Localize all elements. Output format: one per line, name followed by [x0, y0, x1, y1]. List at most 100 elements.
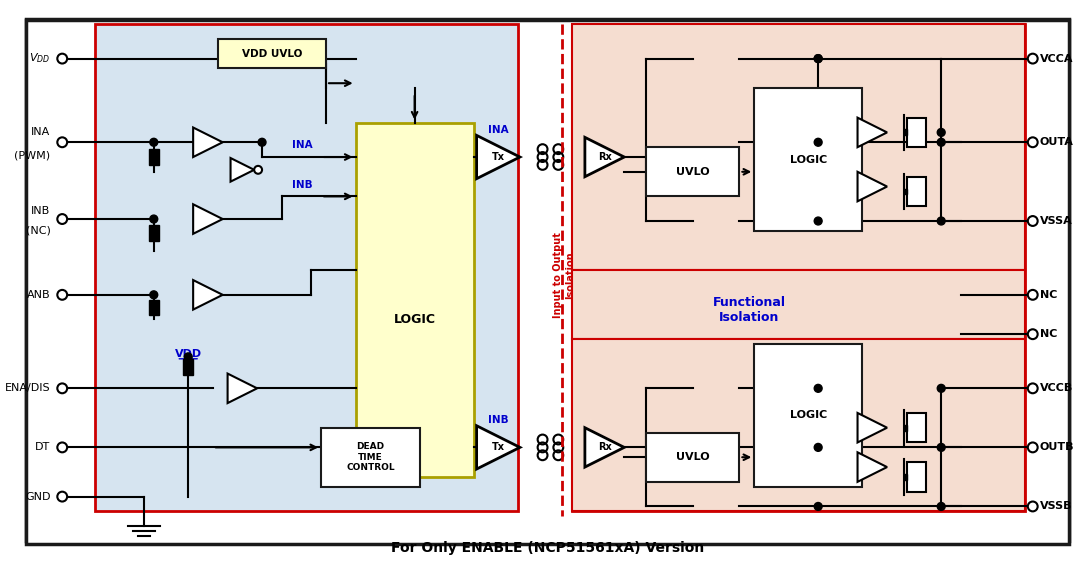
Bar [646, 433, 740, 482]
Text: VSSA: VSSA [1040, 216, 1072, 226]
Text: Tx: Tx [491, 152, 504, 162]
Circle shape [1028, 290, 1038, 300]
Circle shape [814, 385, 822, 392]
Circle shape [937, 503, 945, 511]
Text: Rx: Rx [597, 152, 611, 162]
Circle shape [150, 291, 158, 299]
Circle shape [937, 385, 945, 392]
Text: (NC): (NC) [26, 226, 51, 236]
Bar [184, 359, 193, 374]
Bar [149, 300, 159, 315]
Circle shape [57, 214, 67, 224]
Bar [907, 177, 927, 206]
Text: DEAD
TIME
CONTROL: DEAD TIME CONTROL [346, 442, 394, 472]
Bar [321, 428, 419, 487]
Text: OUTA: OUTA [1040, 137, 1074, 147]
Circle shape [1028, 383, 1038, 393]
Bar [754, 344, 863, 487]
Circle shape [814, 503, 822, 511]
Circle shape [1028, 442, 1038, 452]
Bar [355, 123, 474, 477]
Circle shape [937, 444, 945, 452]
Circle shape [937, 139, 945, 146]
Text: INA: INA [488, 126, 509, 135]
Text: Rx: Rx [597, 442, 611, 452]
Polygon shape [858, 172, 887, 201]
Text: LOGIC: LOGIC [789, 410, 827, 420]
Circle shape [937, 217, 945, 225]
Polygon shape [858, 413, 887, 442]
Bar [907, 118, 927, 147]
Text: VCCB: VCCB [1040, 383, 1072, 393]
Bar [754, 88, 863, 231]
Text: VDD: VDD [175, 349, 202, 359]
Circle shape [1028, 329, 1038, 339]
Circle shape [814, 55, 822, 62]
Circle shape [57, 290, 67, 300]
Circle shape [57, 442, 67, 452]
Polygon shape [585, 137, 624, 177]
Text: LOGIC: LOGIC [789, 155, 827, 165]
Bar [904, 425, 907, 431]
FancyBboxPatch shape [26, 19, 1069, 541]
Text: Input to Output
Isolation: Input to Output Isolation [553, 232, 575, 318]
Polygon shape [193, 204, 222, 234]
Text: $V_{DD}$: $V_{DD}$ [29, 52, 51, 65]
Bar [572, 24, 1025, 511]
Text: VCCA: VCCA [1040, 53, 1074, 64]
Bar [904, 474, 907, 480]
Bar [572, 339, 1025, 511]
Bar [95, 24, 518, 511]
Circle shape [1028, 502, 1038, 511]
Circle shape [150, 215, 158, 223]
Polygon shape [230, 158, 254, 182]
Circle shape [937, 128, 945, 136]
Polygon shape [476, 135, 519, 179]
Text: VDD UVLO: VDD UVLO [242, 49, 302, 59]
Polygon shape [858, 452, 887, 482]
Circle shape [814, 139, 822, 146]
Bar [218, 39, 326, 68]
Text: UVLO: UVLO [676, 167, 710, 177]
Text: NC: NC [1040, 290, 1057, 300]
Bar [149, 225, 159, 241]
Text: NC: NC [1040, 329, 1057, 339]
Text: ENA/DIS: ENA/DIS [4, 383, 51, 393]
Bar [907, 413, 927, 442]
Text: INB: INB [488, 415, 509, 425]
Bar [904, 130, 907, 135]
Bar [149, 149, 159, 165]
Bar [572, 270, 1025, 339]
Circle shape [57, 383, 67, 393]
Text: Tx: Tx [491, 442, 504, 452]
Text: INA: INA [292, 140, 312, 150]
Circle shape [814, 444, 822, 452]
Circle shape [57, 492, 67, 502]
Bar [907, 462, 927, 492]
Text: UVLO: UVLO [676, 452, 710, 462]
Polygon shape [193, 280, 222, 310]
Text: ANB: ANB [27, 290, 51, 300]
Text: (PWM): (PWM) [14, 150, 51, 160]
Polygon shape [193, 127, 222, 157]
Circle shape [185, 353, 192, 361]
Circle shape [254, 166, 262, 174]
Circle shape [258, 139, 266, 146]
Text: OUTB: OUTB [1040, 442, 1075, 452]
Text: GND: GND [25, 492, 51, 502]
Text: INB: INB [292, 179, 312, 190]
Circle shape [1028, 216, 1038, 226]
Circle shape [1028, 54, 1038, 64]
Bar [646, 147, 740, 197]
Bar [904, 189, 907, 194]
Circle shape [150, 139, 158, 146]
Text: VSSB: VSSB [1040, 502, 1072, 511]
Polygon shape [476, 426, 519, 469]
Polygon shape [228, 374, 257, 403]
Polygon shape [585, 428, 624, 467]
Text: DT: DT [36, 442, 51, 452]
Polygon shape [858, 118, 887, 147]
Text: INA: INA [31, 127, 51, 137]
Text: LOGIC: LOGIC [393, 313, 435, 326]
Circle shape [814, 217, 822, 225]
